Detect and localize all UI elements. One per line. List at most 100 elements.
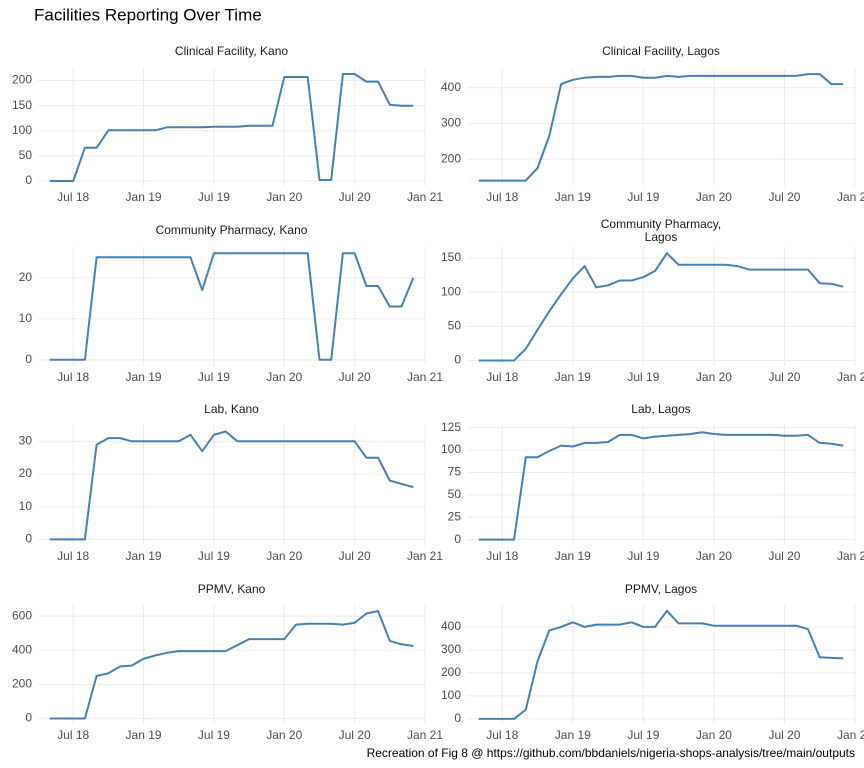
y-tick-label: 75 (448, 465, 462, 479)
y-tick-label: 0 (25, 173, 32, 187)
y-tick-label: 20 (19, 466, 33, 480)
y-tick-label: 200 (441, 151, 461, 165)
x-tick-label: Jul 18 (57, 190, 89, 204)
x-tick-label: Jan 21 (407, 370, 443, 384)
facet-title: PPMV, Kano (198, 582, 266, 596)
x-tick-label: Jan 19 (126, 370, 162, 384)
series-line (49, 252, 415, 361)
facet-title: Lab, Kano (204, 402, 259, 416)
series-line (49, 610, 414, 720)
y-tick-label: 150 (12, 98, 32, 112)
x-tick-label: Jan 19 (126, 190, 162, 204)
x-tick-label: Jul 20 (339, 728, 371, 742)
y-tick-label: 0 (25, 532, 32, 546)
y-tick-label: 10 (19, 499, 33, 513)
y-tick-label: 200 (441, 665, 461, 679)
x-tick-label: Jan 19 (555, 190, 591, 204)
y-tick-label: 50 (448, 319, 462, 333)
y-tick-label: 0 (25, 711, 32, 725)
x-tick-label: Jan 19 (126, 549, 162, 563)
facet-title: Clinical Facility, Lagos (602, 44, 720, 58)
y-tick-label: 0 (454, 353, 461, 367)
x-tick-label: Jul 20 (768, 728, 800, 742)
x-tick-label: Jan 20 (696, 370, 732, 384)
x-tick-label: Jan 21 (837, 370, 864, 384)
x-tick-label: Jul 18 (57, 728, 89, 742)
series-line (49, 73, 414, 182)
x-tick-label: Jan 21 (837, 728, 864, 742)
facet-title: Clinical Facility, Kano (175, 44, 288, 58)
y-tick-label: 100 (441, 688, 461, 702)
y-tick-label: 50 (448, 487, 462, 501)
y-tick-label: 20 (19, 270, 33, 284)
y-tick-label: 200 (12, 677, 32, 691)
y-tick-label: 400 (441, 619, 461, 633)
x-tick-label: Jan 20 (266, 190, 302, 204)
y-tick-label: 125 (441, 420, 461, 434)
y-tick-label: 0 (454, 711, 461, 725)
x-tick-label: Jan 19 (555, 549, 591, 563)
x-tick-label: Jul 18 (486, 190, 518, 204)
x-tick-label: Jan 21 (407, 728, 443, 742)
y-tick-label: 0 (25, 352, 32, 366)
series-line (478, 252, 844, 362)
x-tick-label: Jan 21 (407, 190, 443, 204)
x-tick-label: Jan 20 (266, 728, 302, 742)
x-tick-label: Jul 19 (627, 549, 659, 563)
series-line (478, 431, 844, 541)
x-tick-label: Jul 19 (627, 370, 659, 384)
y-tick-label: 300 (441, 642, 461, 656)
x-tick-label: Jan 19 (555, 370, 591, 384)
x-tick-label: Jul 18 (57, 370, 89, 384)
facet-title: Community Pharmacy, Lagos (601, 217, 721, 244)
x-tick-label: Jan 20 (696, 549, 732, 563)
y-tick-label: 50 (19, 148, 33, 162)
facet-title: Community Pharmacy, Kano (156, 223, 308, 237)
x-tick-label: Jul 19 (198, 190, 230, 204)
x-tick-label: Jul 20 (768, 370, 800, 384)
x-tick-label: Jan 21 (837, 549, 864, 563)
x-tick-label: Jul 19 (627, 728, 659, 742)
facet-title: PPMV, Lagos (625, 582, 697, 596)
x-tick-label: Jul 20 (768, 549, 800, 563)
series-line (478, 73, 844, 182)
x-tick-label: Jan 19 (126, 728, 162, 742)
x-tick-label: Jul 19 (198, 728, 230, 742)
x-tick-label: Jul 20 (768, 190, 800, 204)
x-tick-label: Jan 20 (266, 370, 302, 384)
y-tick-label: 25 (448, 509, 462, 523)
x-tick-label: Jul 19 (198, 370, 230, 384)
x-tick-label: Jul 19 (198, 549, 230, 563)
x-tick-label: Jan 20 (696, 728, 732, 742)
y-tick-label: 0 (454, 532, 461, 546)
y-tick-label: 100 (441, 442, 461, 456)
y-tick-label: 200 (12, 73, 32, 87)
x-tick-label: Jul 18 (486, 549, 518, 563)
series-line (478, 609, 844, 720)
y-tick-label: 30 (19, 434, 33, 448)
caption: Recreation of Fig 8 @ https://github.com… (367, 746, 855, 760)
y-tick-label: 600 (12, 608, 32, 622)
x-tick-label: Jul 18 (486, 370, 518, 384)
y-tick-label: 150 (441, 250, 461, 264)
y-tick-label: 10 (19, 311, 33, 325)
y-tick-label: 400 (441, 80, 461, 94)
x-tick-label: Jul 20 (339, 370, 371, 384)
x-tick-label: Jan 20 (266, 549, 302, 563)
x-tick-label: Jan 19 (555, 728, 591, 742)
x-tick-label: Jul 18 (57, 549, 89, 563)
y-tick-label: 100 (12, 123, 32, 137)
x-tick-label: Jul 20 (339, 190, 371, 204)
x-tick-label: Jan 20 (696, 190, 732, 204)
chart-title: Facilities Reporting Over Time (34, 5, 262, 24)
series-line (49, 430, 414, 541)
x-tick-label: Jan 21 (407, 549, 443, 563)
x-tick-label: Jan 21 (837, 190, 864, 204)
y-tick-label: 300 (441, 116, 461, 130)
y-tick-label: 100 (441, 284, 461, 298)
y-tick-label: 400 (12, 642, 32, 656)
x-tick-label: Jul 18 (486, 728, 518, 742)
x-tick-label: Jul 19 (627, 190, 659, 204)
facet-title: Lab, Lagos (631, 402, 690, 416)
